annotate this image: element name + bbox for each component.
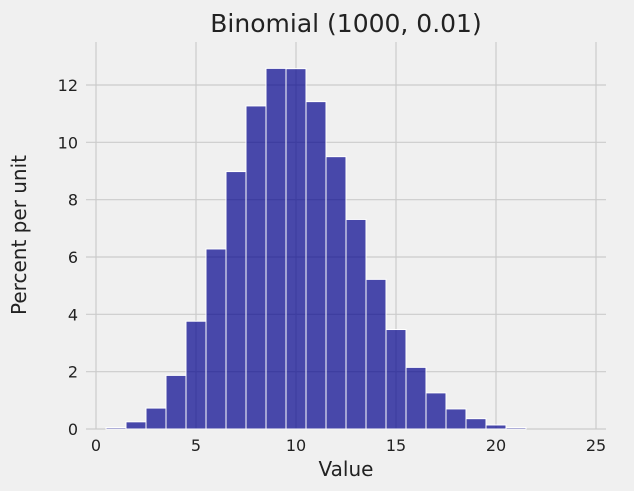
- x-axis-ticks: 0 5 10 15 20 25: [91, 436, 606, 455]
- bars: [105, 67, 527, 430]
- x-tick-label: 0: [91, 436, 101, 455]
- y-axis-ticks: 0 2 4 6 8 10 12: [58, 76, 78, 439]
- y-tick-label: 8: [68, 191, 78, 210]
- x-tick-label: 25: [586, 436, 606, 455]
- y-axis-label: Percent per unit: [7, 155, 31, 315]
- y-tick-label: 0: [68, 420, 78, 439]
- histogram-bar: [125, 421, 147, 430]
- x-tick-label: 15: [386, 436, 406, 455]
- histogram-bar: [485, 424, 507, 430]
- histogram-bar: [225, 171, 247, 430]
- histogram-bar: [425, 392, 447, 430]
- histogram-bar: [205, 248, 227, 430]
- x-tick-label: 10: [286, 436, 306, 455]
- x-tick-label: 20: [486, 436, 506, 455]
- histogram-bar: [405, 366, 427, 430]
- chart-title: Binomial (1000, 0.01): [210, 9, 481, 38]
- y-tick-label: 12: [58, 76, 78, 95]
- histogram-bar: [365, 278, 387, 430]
- histogram-bar: [245, 105, 267, 430]
- x-axis-label: Value: [319, 457, 374, 481]
- histogram-bar: [345, 218, 367, 430]
- y-tick-label: 10: [58, 133, 78, 152]
- histogram-bar: [505, 427, 527, 430]
- histogram-bar: [285, 68, 307, 430]
- histogram-bar: [325, 156, 347, 430]
- histogram-bar: [305, 101, 327, 430]
- histogram-bar: [465, 418, 487, 430]
- histogram-bar: [445, 408, 467, 430]
- histogram-bar: [185, 320, 207, 430]
- x-tick-label: 5: [191, 436, 201, 455]
- histogram-bar: [105, 427, 127, 430]
- histogram-bar: [265, 67, 287, 430]
- y-tick-label: 2: [68, 363, 78, 382]
- histogram-bar: [165, 374, 187, 430]
- y-tick-label: 6: [68, 248, 78, 267]
- histogram-bar: [385, 329, 407, 430]
- histogram-bar: [145, 407, 167, 430]
- y-tick-label: 4: [68, 305, 78, 324]
